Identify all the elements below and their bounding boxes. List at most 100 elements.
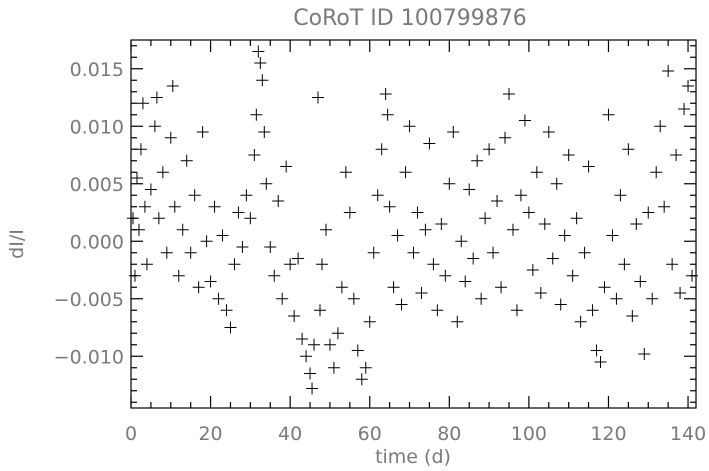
data-point	[506, 223, 519, 236]
data-point	[343, 206, 356, 219]
data-point	[381, 108, 394, 121]
data-point	[160, 246, 173, 259]
data-point	[586, 304, 599, 317]
data-point	[224, 321, 237, 334]
data-point	[335, 281, 348, 294]
data-point	[371, 189, 384, 202]
data-point	[471, 154, 484, 167]
data-point	[495, 281, 508, 294]
chart-title: CoRoT ID 100799876	[293, 6, 526, 31]
data-point	[244, 212, 257, 225]
y-tick-label: 0.010	[70, 116, 124, 138]
y-tick-label: 0.005	[70, 174, 124, 196]
data-point	[168, 200, 181, 213]
data-point	[395, 298, 408, 311]
data-point	[260, 177, 273, 190]
data-point	[431, 304, 444, 317]
data-point	[359, 361, 372, 374]
data-point	[602, 108, 615, 121]
data-point	[463, 183, 476, 196]
data-point	[646, 292, 659, 305]
data-point	[578, 246, 591, 259]
data-point	[443, 177, 456, 190]
data-point	[411, 206, 424, 219]
data-point	[319, 223, 332, 236]
y-axis-label: dI/I	[6, 229, 28, 259]
data-point	[626, 310, 639, 322]
y-tick-label: −0.005	[54, 289, 124, 311]
data-point	[296, 333, 309, 345]
data-point	[423, 137, 436, 150]
data-point	[176, 223, 189, 236]
data-point	[558, 229, 571, 242]
data-point	[216, 229, 229, 242]
data-point	[387, 281, 400, 294]
x-axis-label: time (d)	[375, 446, 451, 468]
data-point	[590, 344, 603, 357]
data-point	[670, 149, 683, 161]
data-point	[166, 80, 179, 92]
data-point	[347, 292, 360, 305]
data-point	[546, 252, 559, 265]
data-point	[164, 131, 177, 144]
data-point	[256, 74, 269, 87]
x-tick-label: 120	[590, 423, 626, 445]
data-point	[534, 287, 547, 299]
data-point	[327, 361, 340, 374]
data-point	[427, 258, 440, 271]
data-point	[379, 88, 392, 101]
x-tick-label: 100	[511, 423, 547, 445]
data-point	[618, 258, 631, 271]
data-point	[250, 108, 263, 121]
data-point	[522, 206, 535, 219]
data-point	[475, 292, 488, 305]
data-point	[150, 91, 163, 104]
data-point	[184, 246, 197, 259]
data-point	[264, 241, 277, 253]
data-point	[188, 189, 201, 202]
data-point	[658, 200, 671, 213]
data-point	[300, 350, 313, 363]
data-point	[240, 189, 253, 202]
x-tick-label: 0	[125, 423, 137, 445]
x-tick-label: 140	[670, 423, 706, 445]
data-point	[674, 287, 687, 299]
y-tick-label: −0.010	[54, 346, 124, 368]
data-point	[200, 235, 213, 248]
data-point	[220, 304, 233, 317]
data-point	[502, 88, 515, 101]
data-point	[306, 382, 319, 395]
data-point	[574, 315, 587, 328]
data-point	[148, 120, 161, 133]
data-point	[630, 218, 643, 230]
data-point	[254, 57, 267, 69]
data-point	[315, 258, 328, 271]
data-point	[272, 195, 285, 207]
data-point	[439, 269, 452, 282]
data-point	[582, 160, 595, 173]
data-point	[323, 338, 336, 351]
data-point	[530, 166, 543, 179]
data-point	[156, 166, 169, 179]
data-point	[258, 126, 271, 138]
data-point	[606, 229, 619, 242]
data-point	[467, 252, 480, 265]
data-point	[252, 45, 265, 58]
data-point	[407, 246, 420, 259]
data-point	[383, 200, 396, 213]
data-point	[192, 281, 205, 294]
data-point	[284, 258, 297, 271]
data-point	[642, 206, 655, 219]
data-point	[479, 212, 492, 225]
data-point	[208, 200, 221, 213]
data-point	[144, 183, 157, 196]
data-point	[292, 252, 305, 265]
data-point	[570, 212, 583, 225]
data-point	[228, 258, 241, 271]
x-tick-label: 60	[358, 423, 382, 445]
data-point	[419, 223, 432, 236]
x-tick-label: 80	[437, 423, 461, 445]
data-point	[487, 246, 500, 259]
data-point	[399, 166, 412, 179]
data-point	[678, 103, 691, 115]
